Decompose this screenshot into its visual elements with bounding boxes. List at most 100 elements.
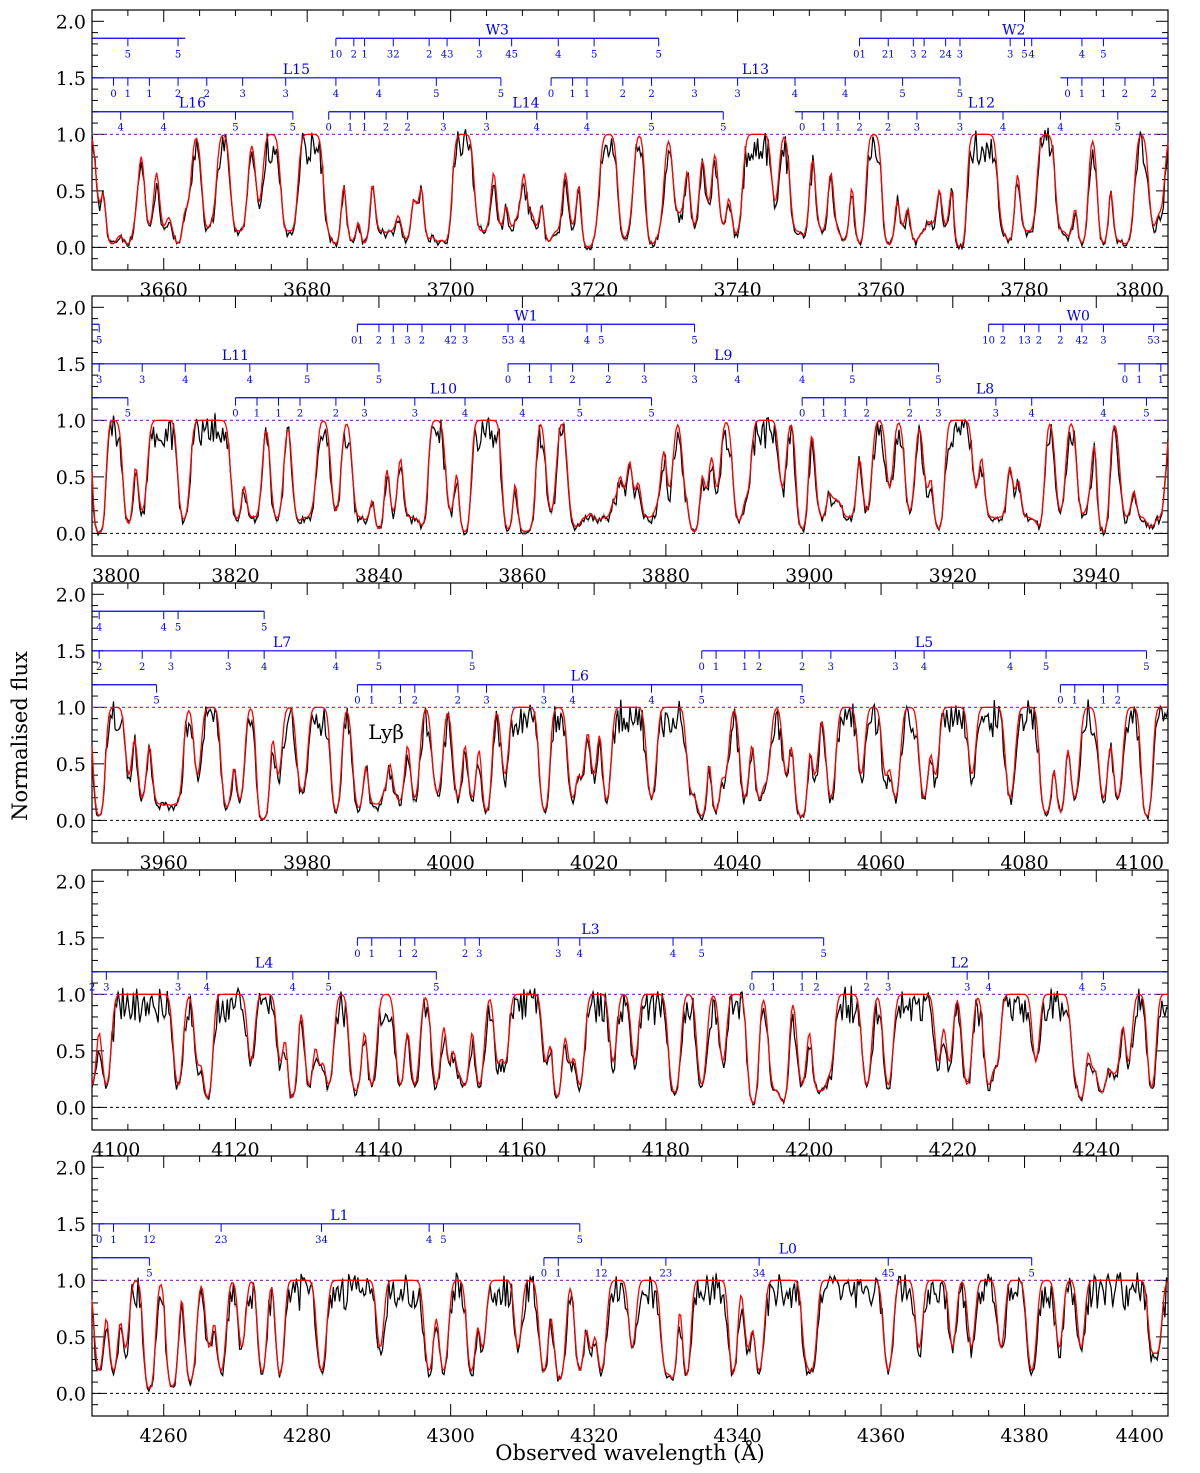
x-tick-label: 3960 (140, 852, 188, 874)
component-label: 2 (907, 409, 913, 420)
x-tick-label: 4320 (570, 1425, 618, 1447)
x-tick-label: 4060 (857, 852, 905, 874)
component-label: 32 (387, 49, 400, 60)
component-label: 4 (670, 949, 676, 960)
y-tick-label: 1.0 (56, 1270, 86, 1292)
component-label: 2 (297, 409, 303, 420)
absorber-label: L14 (512, 96, 539, 112)
component-label: 5 (232, 123, 238, 134)
component-label: 3 (641, 375, 647, 386)
component-label: 2 (605, 375, 611, 386)
absorber-W0: 10 2 13 2 2 42 3 53 W0 (982, 308, 1168, 346)
model-spectrum (91, 993, 1169, 1104)
panel-2: 0.0 0.5 1.0 1.5 2.0 3800 3820 3840 3860 3880 3900 3… (56, 295, 1169, 587)
component-label: 3 (555, 949, 561, 960)
component-label: 1 (569, 89, 575, 100)
component-label: 01 (853, 49, 866, 60)
model-spectrum (91, 1279, 1169, 1390)
absorber-label: L4 (255, 956, 273, 972)
component-label: 5 (577, 1235, 583, 1246)
y-tick-label: 0.5 (56, 467, 86, 489)
component-label: 2 (404, 123, 410, 134)
component-label: 4 (1079, 49, 1085, 60)
component-label: 4 (1057, 123, 1063, 134)
component-label: 5 (153, 696, 159, 707)
absorber-label: W1 (514, 308, 537, 324)
absorber-label: L9 (714, 348, 732, 364)
component-label: 4 (1029, 49, 1035, 60)
component-label: 5 (799, 696, 805, 707)
component-label: 2 (1122, 89, 1128, 100)
component-label: 5 (1043, 662, 1049, 673)
y-tick-label: 1.5 (56, 354, 86, 376)
absorber-group-0: 5 (92, 323, 102, 346)
component-label: 3 (691, 89, 697, 100)
component-label: 1 (742, 662, 748, 673)
component-label: 5 (326, 983, 332, 994)
component-label: 2 (1057, 335, 1063, 346)
component-label: 1 (713, 662, 719, 673)
component-label: 0 (354, 949, 360, 960)
component-label: 0 (541, 1269, 547, 1280)
component-label: 2 (175, 89, 181, 100)
x-tick-label: 4260 (140, 1425, 188, 1447)
component-label: 2 (864, 983, 870, 994)
y-tick-label: 1.5 (56, 68, 86, 90)
x-tick-label: 4100 (92, 1139, 140, 1161)
component-label: 2 (333, 409, 339, 420)
component-label: 3 (139, 375, 145, 386)
absorber-label: L1 (330, 1208, 348, 1224)
component-label: 3 (440, 123, 446, 134)
x-tick-label: 3800 (1116, 279, 1164, 301)
component-label: 4 (792, 89, 798, 100)
component-label: 2 (864, 409, 870, 420)
component-label: 13 (1018, 335, 1031, 346)
x-tick-label: 3980 (283, 852, 331, 874)
x-axis-title: Observed wavelength (Å) (495, 1440, 764, 1465)
absorber-L2: 0 1 1 2 2 3 3 4 4 5L2 (749, 956, 1168, 994)
component-label: 3 (404, 335, 410, 346)
x-tick-label: 4360 (857, 1425, 905, 1447)
component-label: 2 (856, 123, 862, 134)
component-label: 1 (548, 375, 554, 386)
component-label: 2 (569, 375, 575, 386)
component-label: 2 (885, 123, 891, 134)
component-label: 42 (1076, 335, 1089, 346)
component-label: 12 (595, 1269, 608, 1280)
component-label: 2 (756, 662, 762, 673)
component-label: 5 (957, 89, 963, 100)
x-tick-label: 3840 (355, 565, 403, 587)
component-label: 0 (1057, 696, 1063, 707)
component-label: 3 (168, 662, 174, 673)
component-label: 5 (1021, 49, 1027, 60)
annotation-label: Lyβ (368, 720, 404, 744)
component-label: 3 (935, 409, 941, 420)
model-spectrum (91, 706, 1168, 820)
component-label: 2 (462, 949, 468, 960)
y-tick-label: 0.5 (56, 181, 86, 203)
y-tick-label: 0.0 (56, 1383, 86, 1405)
y-tick-label: 1.5 (56, 641, 86, 663)
component-label: 2 (204, 89, 210, 100)
component-label: 4 (569, 696, 575, 707)
component-label: 4 (333, 662, 339, 673)
absorber-L8: 0 1 1 2 2 3 3 4 4 5 L8 (799, 382, 1168, 420)
component-label: 23 (659, 1269, 672, 1280)
component-label: 5 (720, 123, 726, 134)
component-label: 5 (656, 49, 662, 60)
absorber-label: L6 (571, 669, 589, 685)
component-label: 2 (139, 662, 145, 673)
y-tick-label: 2.0 (56, 1157, 86, 1179)
component-label: 4 (734, 375, 740, 386)
absorber-L16: 4 4 5 5 L16 (92, 96, 296, 134)
component-label: 3 (103, 983, 109, 994)
component-label: 3 (957, 123, 963, 134)
component-label: 3 (225, 662, 231, 673)
component-label: 5 (175, 49, 181, 60)
y-tick-label: 1.5 (56, 928, 86, 950)
component-label: 2 (351, 49, 357, 60)
component-label: 5 (376, 375, 382, 386)
